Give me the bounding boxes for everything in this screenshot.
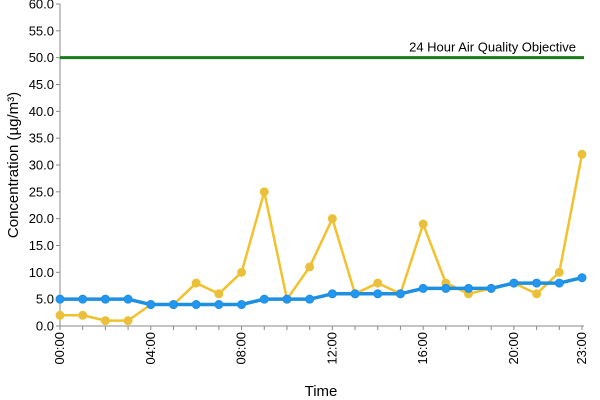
series-1-point (305, 262, 315, 272)
series-2-point (532, 278, 542, 288)
x-tick-label: 23:00 (574, 332, 589, 365)
x-tick-label: 00:00 (52, 332, 67, 365)
y-tick-label: 55.0 (29, 23, 54, 38)
y-tick-label: 25.0 (29, 184, 54, 199)
y-tick-label: 5.0 (36, 292, 54, 307)
x-tick-label: 12:00 (324, 332, 339, 365)
x-ticks: 00:00 04:00 08:00 12:00 16:00 20:00 23:00 (52, 326, 589, 365)
series-1-point (214, 289, 224, 299)
x-tick-label: 08:00 (234, 332, 249, 365)
y-tick-label: 10.0 (29, 265, 54, 280)
series-2-point (100, 294, 110, 304)
reference-line-label: 24 Hour Air Quality Objective (409, 40, 576, 55)
series-2-point (168, 300, 178, 310)
series-2-point (123, 294, 133, 304)
y-tick-label: 50.0 (29, 50, 54, 65)
series-2-point (418, 283, 428, 293)
series-1-point (532, 289, 542, 299)
series-2-point (441, 283, 451, 293)
y-ticks: 0.0 5.0 10.0 15.0 20.0 25.0 30.0 35.0 40.0 45.0 50… (29, 0, 60, 334)
series-2-point (373, 289, 383, 299)
y-tick-label: 60.0 (29, 0, 54, 12)
series-1-point (237, 267, 247, 277)
y-axis-title: Concentration (µg/m³) (5, 92, 22, 238)
x-tick-label: 04:00 (143, 332, 158, 365)
series-2-point (191, 300, 201, 310)
series-group (55, 149, 587, 326)
y-tick-label: 40.0 (29, 104, 54, 119)
series-2-point (350, 289, 360, 299)
series-2-point (395, 289, 405, 299)
series-2-point (577, 273, 587, 283)
series-1-point (55, 310, 65, 320)
series-1-point (100, 316, 110, 326)
series-1-point (259, 187, 269, 197)
series-2-point (509, 278, 519, 288)
series-2 (55, 273, 587, 310)
series-1-point (327, 214, 337, 224)
reference-line-group: 24 Hour Air Quality Objective (60, 40, 584, 60)
y-tick-label: 0.0 (36, 319, 54, 334)
series-2-point (146, 300, 156, 310)
series-2-point (259, 294, 269, 304)
y-tick-label: 45.0 (29, 77, 54, 92)
series-2-point (55, 294, 65, 304)
series-2-line (60, 275, 583, 307)
series-1-point (373, 278, 383, 288)
x-tick-label: 16:00 (415, 332, 430, 365)
series-2-point (327, 289, 337, 299)
series-1 (55, 149, 587, 326)
y-tick-label: 35.0 (29, 131, 54, 146)
series-2-point (214, 300, 224, 310)
series-1-point (577, 149, 587, 159)
series-2-point (282, 294, 292, 304)
series-1-point (554, 267, 564, 277)
series-1-point (123, 316, 133, 326)
series-2-point (305, 294, 315, 304)
series-2-point (554, 278, 564, 288)
series-2-point (78, 294, 88, 304)
series-1-point (78, 310, 88, 320)
x-tick-label: 20:00 (506, 332, 521, 365)
x-axis-title: Time (305, 383, 338, 400)
series-1-point (418, 219, 428, 229)
y-tick-label: 20.0 (29, 211, 54, 226)
series-2-point (486, 283, 496, 293)
series-1-point (191, 278, 201, 288)
y-tick-label: 15.0 (29, 238, 54, 253)
y-tick-label: 30.0 (29, 158, 54, 173)
series-2-point (464, 283, 474, 293)
series-2-point (237, 300, 247, 310)
